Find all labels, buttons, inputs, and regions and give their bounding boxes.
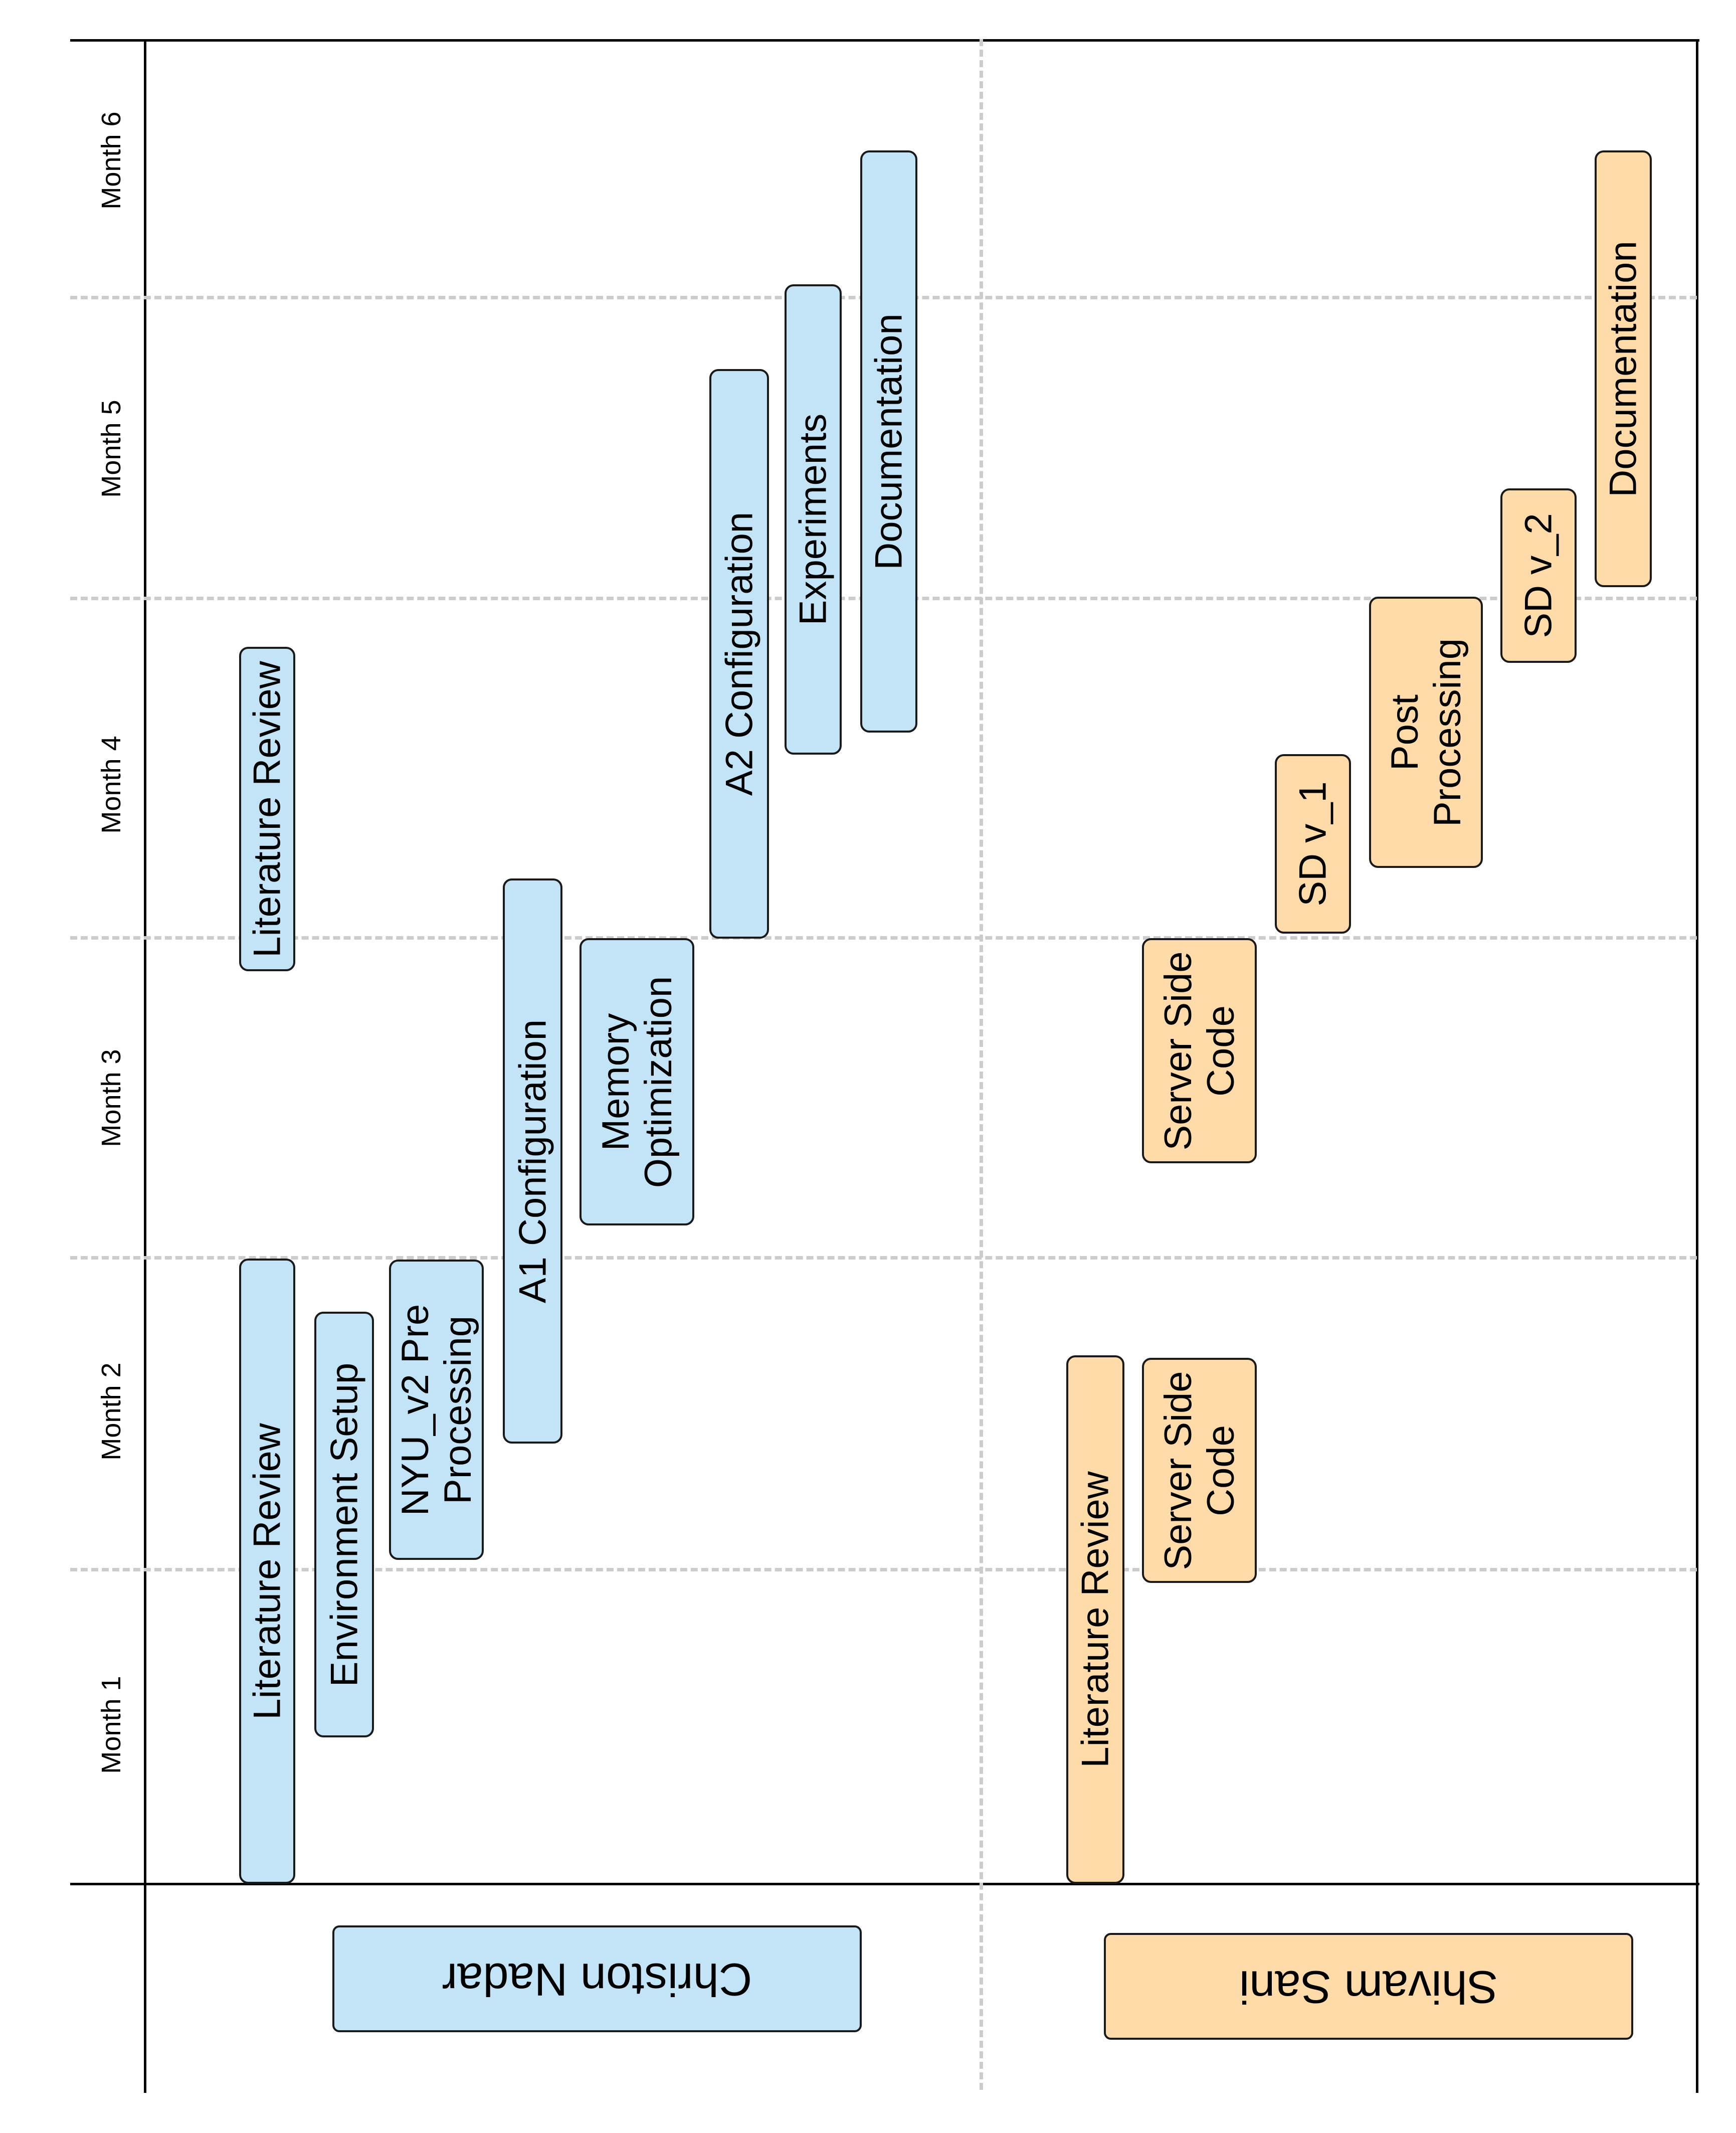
task-a2-configuration[interactable]: A2 Configuration: [709, 369, 769, 939]
task-experiments[interactable]: Experiments: [785, 284, 842, 755]
month-divider: [70, 1256, 1697, 1260]
task-server-side-code-1[interactable]: Server Side Code: [1142, 1358, 1257, 1583]
task-literature-review-2[interactable]: Literature Review: [239, 647, 295, 971]
frame-axis-line: [144, 39, 146, 2093]
task-sd-v1[interactable]: SD v_1: [1275, 754, 1351, 934]
swimlane-header-christon-nadar: Christon Nadar: [332, 1925, 862, 2032]
frame-right-line: [1696, 39, 1698, 2093]
swimlane-header-shivam-sani: Shivam Sani: [1104, 1933, 1633, 2040]
swimlane-divider: [980, 39, 983, 2090]
task-literature-review-1[interactable]: Literature Review: [239, 1259, 295, 1884]
month-divider: [70, 1568, 1697, 1571]
task-post-processing[interactable]: Post Processing: [1369, 597, 1483, 868]
task-documentation-shivam[interactable]: Documentation: [1595, 150, 1652, 587]
task-server-side-code-2[interactable]: Server Side Code: [1142, 938, 1257, 1163]
task-nyu-v2-pre-processing[interactable]: NYU_v2 Pre Processing: [389, 1260, 484, 1560]
task-environment-setup[interactable]: Environment Setup: [314, 1312, 374, 1737]
task-documentation-christon[interactable]: Documentation: [860, 150, 917, 733]
task-a1-configuration[interactable]: A1 Configuration: [503, 878, 562, 1444]
frame-top-line: [70, 39, 1699, 42]
frame-baseline: [70, 1883, 1699, 1885]
month-divider: [70, 936, 1697, 940]
task-sd-v2[interactable]: SD v_2: [1500, 488, 1577, 663]
task-literature-review-shivam[interactable]: Literature Review: [1066, 1355, 1124, 1884]
task-memory-optimization[interactable]: Memory Optimization: [580, 938, 694, 1225]
